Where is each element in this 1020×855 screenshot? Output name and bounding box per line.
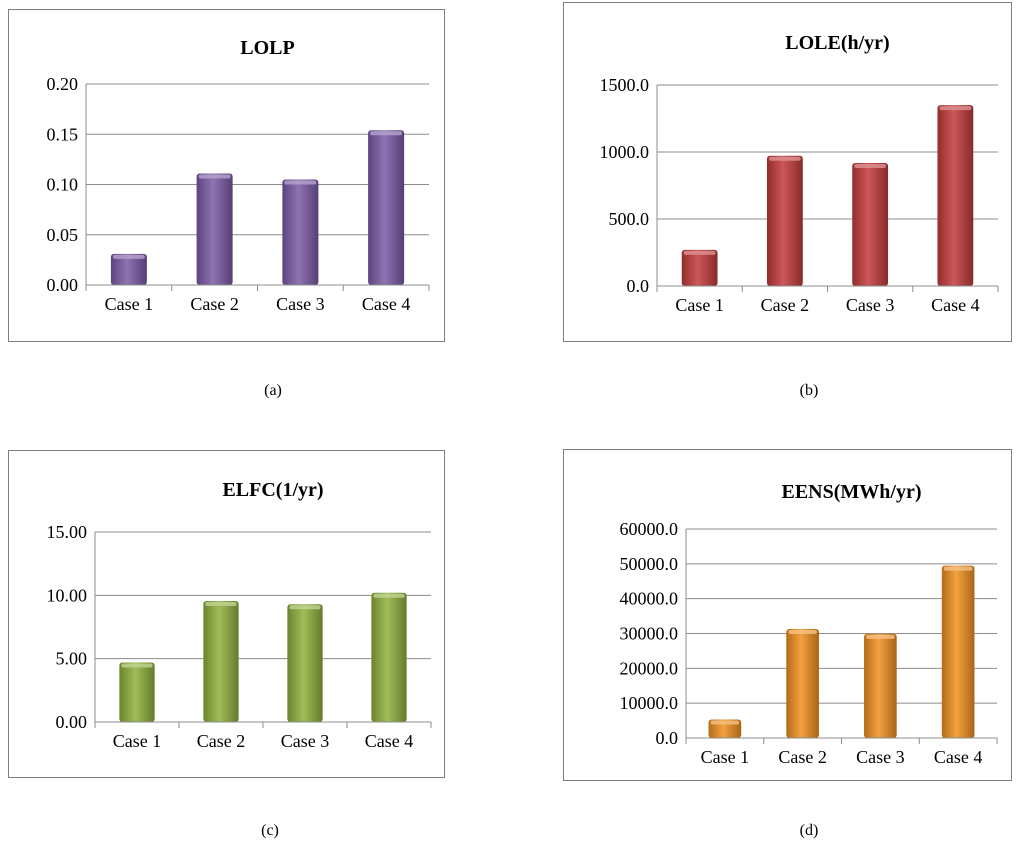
x-tick-label: Case 4 bbox=[931, 295, 980, 315]
y-tick-label: 1500.0 bbox=[600, 75, 650, 95]
chart-title: ELFC(1/yr) bbox=[222, 479, 323, 501]
x-tick-label: Case 4 bbox=[934, 747, 983, 767]
bar-highlight bbox=[370, 131, 403, 136]
caption-a: (a) bbox=[264, 382, 282, 399]
bar-case-2 bbox=[196, 173, 233, 285]
y-tick-label: 5.00 bbox=[56, 649, 88, 669]
x-tick-label: Case 3 bbox=[276, 294, 325, 314]
caption-b: (b) bbox=[799, 382, 819, 399]
y-tick-label: 15.00 bbox=[47, 522, 88, 542]
bar-case-2 bbox=[203, 601, 239, 722]
chart-lolp: LOLP 0.00 0.05 0.10 0.15 0.20 Case 1 Case 2 Case… bbox=[8, 9, 445, 342]
bar-highlight bbox=[939, 106, 972, 111]
bar-case-4 bbox=[937, 105, 974, 286]
bar-case-3 bbox=[282, 179, 319, 285]
bar-case-3 bbox=[287, 604, 323, 722]
x-tick-label: Case 1 bbox=[113, 731, 162, 751]
chart-elfc: ELFC(1/yr) 0.00 5.00 10.00 15.00 Case 1 Case 2… bbox=[8, 450, 445, 778]
bar-highlight bbox=[788, 629, 817, 634]
y-tick-label: 0.0 bbox=[656, 728, 679, 748]
bar-highlight bbox=[373, 593, 405, 598]
chart-title: LOLP bbox=[240, 37, 294, 59]
y-tick-label: 0.00 bbox=[56, 712, 88, 732]
bar-case-1 bbox=[119, 662, 155, 722]
bar-highlight bbox=[198, 174, 231, 179]
chart-title: LOLE(h/yr) bbox=[785, 32, 889, 54]
chart-lole: LOLE(h/yr) 0.0 500.0 1000.0 1500.0 Case 1 Case… bbox=[563, 2, 1012, 342]
bar-highlight bbox=[121, 663, 153, 668]
x-tick-label: Case 1 bbox=[105, 294, 154, 314]
y-tick-label: 40000.0 bbox=[620, 589, 679, 609]
y-tick-label: 10.00 bbox=[47, 585, 88, 605]
bar-case-4 bbox=[368, 130, 405, 285]
bar-case-2 bbox=[766, 155, 803, 286]
bar-highlight bbox=[943, 566, 973, 571]
x-tick-label: Case 3 bbox=[856, 747, 905, 767]
bar-highlight bbox=[866, 634, 895, 639]
chart-svg: ELFC(1/yr) 0.00 5.00 10.00 15.00 Case 1 Case 2… bbox=[47, 479, 432, 751]
y-tick-label: 30000.0 bbox=[620, 624, 679, 644]
y-tick-label: 1000.0 bbox=[600, 142, 650, 162]
bar-highlight bbox=[768, 156, 801, 161]
y-tick-label: 60000.0 bbox=[620, 519, 679, 539]
bar-case-1 bbox=[681, 249, 718, 286]
x-tick-label: Case 2 bbox=[197, 731, 246, 751]
bar-highlight bbox=[683, 250, 716, 255]
x-tick-label: Case 2 bbox=[778, 747, 827, 767]
bar-case-4 bbox=[941, 565, 975, 738]
x-tick-label: Case 3 bbox=[281, 731, 330, 751]
x-tick-label: Case 1 bbox=[701, 747, 750, 767]
y-tick-label: 0.15 bbox=[47, 124, 79, 144]
bar-case-3 bbox=[852, 162, 889, 286]
bar-highlight bbox=[854, 163, 887, 168]
bar-highlight bbox=[112, 254, 145, 259]
y-tick-label: 0.20 bbox=[47, 74, 79, 94]
bar-highlight bbox=[284, 180, 317, 185]
y-tick-label: 0.00 bbox=[47, 275, 79, 295]
x-tick-label: Case 4 bbox=[365, 731, 414, 751]
chart-svg: LOLP 0.00 0.05 0.10 0.15 0.20 Case 1 Case 2 Case… bbox=[47, 37, 430, 314]
x-tick-label: Case 4 bbox=[362, 294, 411, 314]
y-tick-label: 20000.0 bbox=[620, 658, 679, 678]
chart-title: EENS(MWh/yr) bbox=[782, 481, 922, 503]
chart-eens: EENS(MWh/yr) 0.0 10000.0 20000.0 30000.0 4000… bbox=[563, 449, 1012, 781]
bar-case-3 bbox=[864, 633, 897, 738]
x-tick-label: Case 2 bbox=[761, 295, 810, 315]
y-tick-label: 500.0 bbox=[609, 209, 650, 229]
bar-highlight bbox=[289, 605, 321, 610]
caption-c: (c) bbox=[261, 822, 279, 839]
bar-case-4 bbox=[371, 592, 407, 722]
x-tick-label: Case 1 bbox=[675, 295, 724, 315]
bar-highlight bbox=[205, 602, 237, 607]
chart-svg: LOLE(h/yr) 0.0 500.0 1000.0 1500.0 Case 1 Case… bbox=[600, 32, 999, 315]
chart-svg: EENS(MWh/yr) 0.0 10000.0 20000.0 30000.0 4000… bbox=[620, 481, 998, 767]
bar-case-2 bbox=[786, 628, 819, 738]
bar-highlight bbox=[710, 720, 740, 725]
bar-case-1 bbox=[110, 253, 147, 285]
y-tick-label: 0.05 bbox=[47, 225, 79, 245]
y-tick-label: 50000.0 bbox=[620, 554, 679, 574]
y-tick-label: 10000.0 bbox=[620, 693, 679, 713]
y-tick-label: 0.0 bbox=[627, 276, 650, 296]
x-tick-label: Case 3 bbox=[846, 295, 895, 315]
y-tick-label: 0.10 bbox=[47, 175, 79, 195]
caption-d: (d) bbox=[799, 822, 819, 839]
x-tick-label: Case 2 bbox=[190, 294, 239, 314]
